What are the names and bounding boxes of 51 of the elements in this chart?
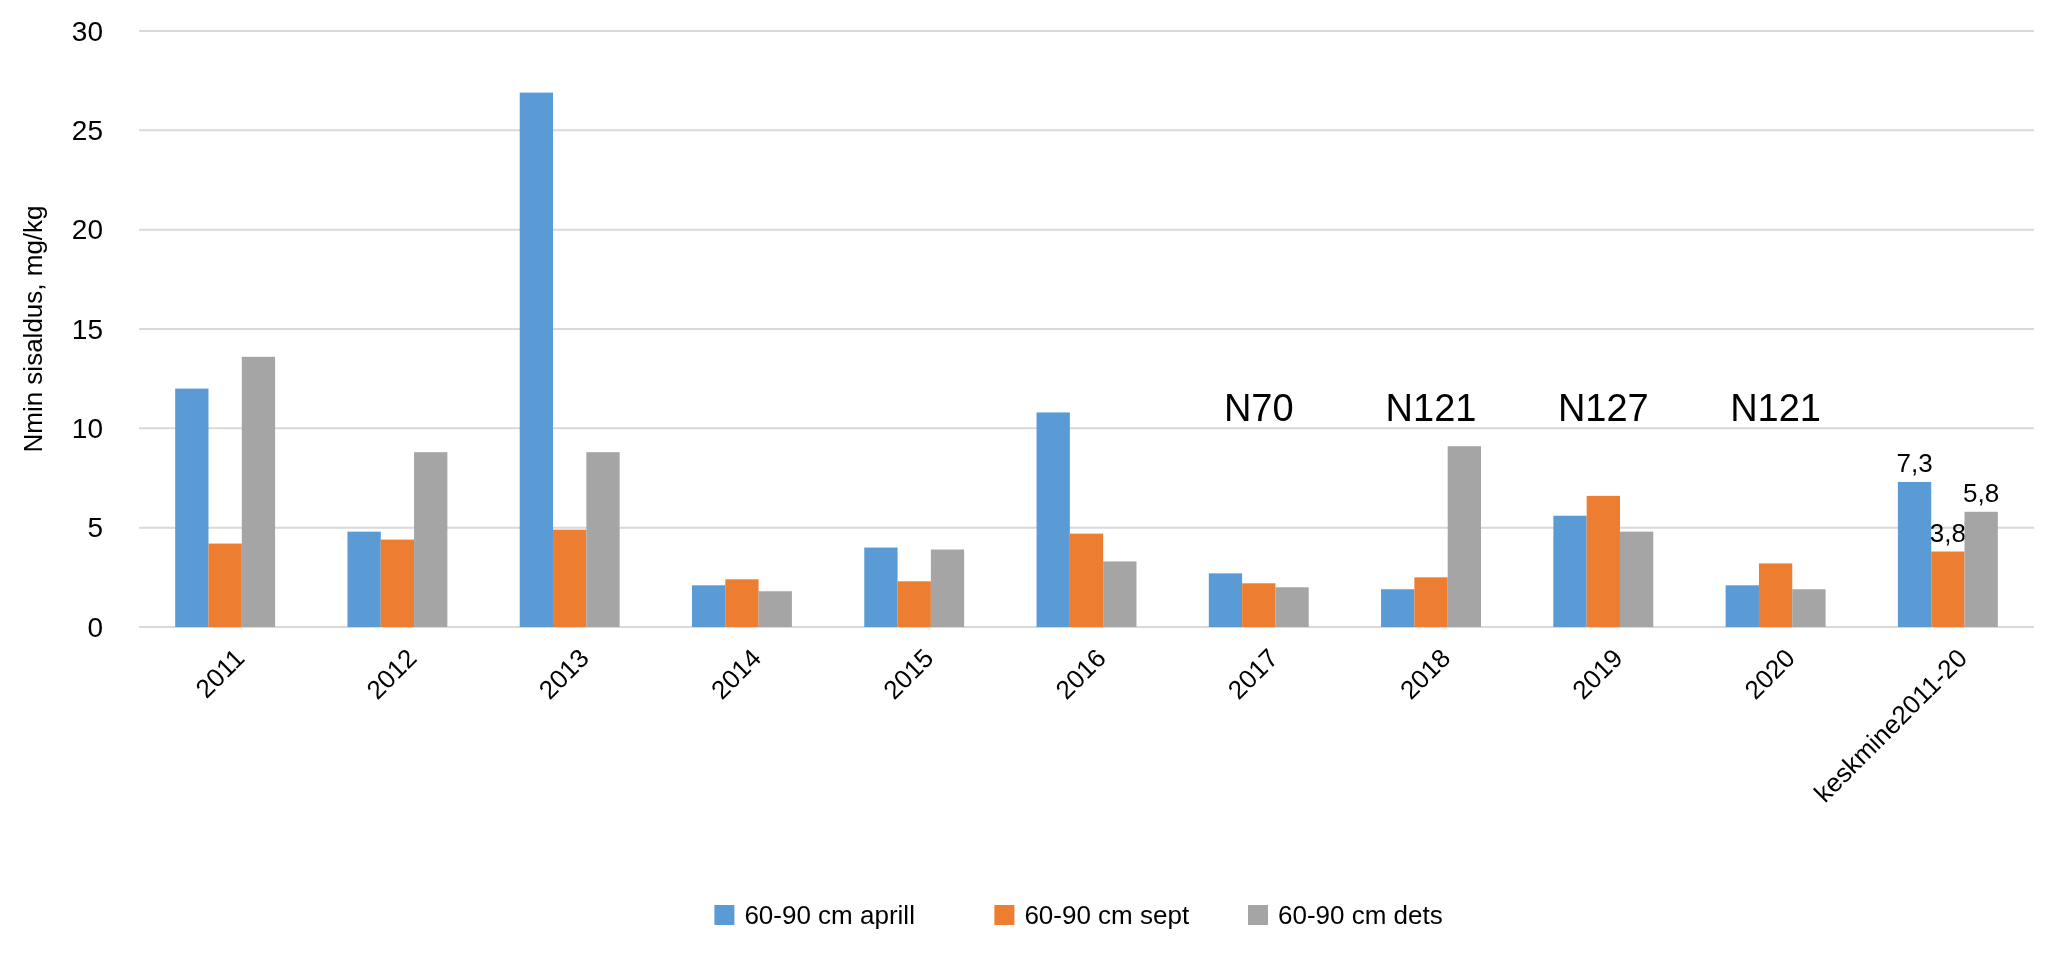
bar xyxy=(1069,533,1104,627)
bar xyxy=(175,388,209,627)
bar xyxy=(1208,573,1243,627)
annotation: N121 xyxy=(1385,387,1477,430)
bar xyxy=(1931,551,1965,627)
data-label: 3,8 xyxy=(1929,517,1966,548)
bar xyxy=(758,591,792,627)
legend-label: 60-90 cm aprill xyxy=(744,900,915,931)
bar xyxy=(1792,589,1826,627)
bar xyxy=(1964,511,1998,627)
bar xyxy=(519,92,554,627)
legend-label: 60-90 cm dets xyxy=(1278,900,1443,931)
bar xyxy=(1447,446,1482,627)
y-tick-label: 0 xyxy=(87,611,103,643)
bar xyxy=(208,543,242,627)
bar xyxy=(1586,495,1620,627)
bar xyxy=(1381,589,1415,627)
bar xyxy=(725,579,759,627)
bar xyxy=(897,581,931,627)
bar xyxy=(1619,531,1654,627)
bar xyxy=(864,547,898,627)
bar xyxy=(414,452,448,627)
legend-label: 60-90 cm sept xyxy=(1024,900,1190,931)
y-tick-label: 30 xyxy=(71,15,103,47)
bar xyxy=(241,356,276,627)
bar xyxy=(1553,515,1587,627)
annotation: N70 xyxy=(1223,387,1294,430)
annotation: N127 xyxy=(1557,387,1649,430)
y-tick-label: 20 xyxy=(71,214,103,246)
bar xyxy=(1414,577,1448,627)
bar xyxy=(553,529,587,627)
bar xyxy=(1758,563,1793,627)
y-tick-label: 10 xyxy=(71,413,103,445)
data-label: 5,8 xyxy=(1963,477,2000,508)
bar xyxy=(692,585,726,627)
bar xyxy=(380,539,415,627)
y-axis-title: Nmin sisaldus, mg/kg xyxy=(18,205,48,453)
bar xyxy=(1897,481,1932,627)
y-tick-label: 15 xyxy=(71,313,103,345)
data-label: 7,3 xyxy=(1896,447,1933,478)
bar xyxy=(1725,585,1759,627)
y-tick-label: 25 xyxy=(71,115,103,147)
annotation: N121 xyxy=(1730,387,1822,430)
bar xyxy=(586,452,620,627)
bar xyxy=(1275,587,1309,627)
bar xyxy=(1036,412,1070,627)
bar xyxy=(930,549,965,627)
bar xyxy=(1103,561,1137,627)
bar xyxy=(1242,583,1276,627)
y-tick-label: 5 xyxy=(87,512,103,544)
bar xyxy=(347,531,381,627)
